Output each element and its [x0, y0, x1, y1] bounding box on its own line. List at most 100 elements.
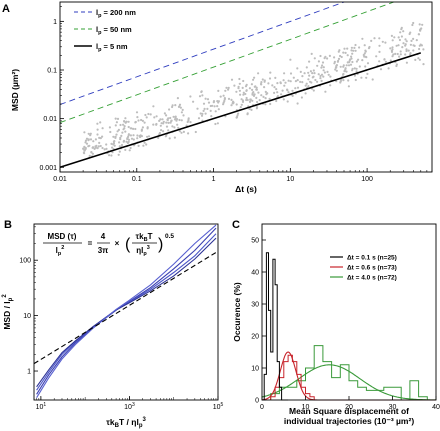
panel-a-x-ticks: 0.01 0.1 1 10 100 [53, 168, 433, 183]
data-point [289, 72, 293, 75]
data-point [355, 67, 358, 70]
data-point [197, 117, 201, 120]
data-point [273, 91, 276, 94]
series-line-2 [59, 52, 422, 169]
data-point [312, 89, 315, 92]
data-point [378, 50, 381, 54]
data-point [267, 82, 270, 85]
y-tick-label: 100 [19, 258, 31, 265]
data-point [381, 40, 384, 43]
data-point [304, 92, 307, 95]
data-point [99, 137, 102, 140]
data-point [118, 150, 121, 153]
data-point [144, 113, 147, 117]
data-point [155, 115, 158, 118]
data-point [398, 38, 401, 42]
y-tick-label: 10 [23, 313, 31, 320]
data-point [339, 65, 342, 68]
legend-label-rest: = 200 nm [101, 8, 136, 17]
data-point [334, 68, 337, 71]
y-tick-label: 20 [251, 334, 259, 341]
data-point [125, 140, 128, 143]
data-point [206, 98, 210, 101]
panel-a-data-cloud [82, 21, 425, 159]
data-point [275, 99, 278, 103]
data-point [182, 114, 185, 117]
data-point [353, 67, 356, 70]
msd-curve-3 [36, 224, 217, 398]
data-point [324, 55, 327, 58]
data-point [268, 77, 272, 80]
data-point [146, 135, 149, 138]
panel-b-y-ticks: 1 10 100 [19, 226, 38, 376]
panel-c-legend: Δt = 0.1 s (n=25) Δt = 0.6 s (n=73) Δt = 4… [330, 255, 397, 282]
data-point [326, 70, 329, 73]
data-point [87, 139, 90, 142]
data-point [200, 114, 204, 117]
data-point [237, 87, 240, 90]
data-point [224, 89, 227, 92]
data-point [405, 40, 408, 43]
data-point [126, 137, 129, 141]
data-point [391, 46, 394, 49]
data-point [217, 89, 220, 92]
data-point [88, 154, 91, 157]
formula-inner-denominator: ηlp3 [136, 245, 150, 257]
data-point [204, 112, 207, 115]
data-point [296, 67, 299, 70]
data-point [245, 83, 248, 86]
panel-b-y-label: MSD / lp2 [2, 294, 14, 330]
data-point [217, 100, 220, 103]
data-point [354, 49, 357, 52]
data-point [145, 143, 148, 146]
data-point [351, 67, 354, 70]
data-point [84, 146, 87, 149]
data-point [92, 140, 95, 143]
msd-curve-0 [36, 227, 217, 395]
data-point [363, 44, 366, 47]
x-tick-label: 10 [302, 404, 310, 411]
data-point [310, 52, 313, 56]
data-point [105, 147, 108, 150]
data-point [353, 74, 356, 77]
data-point [397, 36, 400, 39]
data-point [115, 133, 118, 136]
data-point [339, 54, 342, 58]
data-point [404, 38, 407, 41]
data-point [255, 106, 259, 109]
data-point [405, 61, 408, 64]
data-point [296, 102, 299, 105]
data-point [252, 91, 255, 94]
y-tick-label: 0 [255, 398, 259, 405]
data-point [97, 145, 100, 148]
data-point [375, 55, 378, 58]
data-point [412, 21, 415, 25]
data-point [337, 57, 341, 61]
panel-c-letter: C [232, 219, 240, 231]
legend-label-sub: p [98, 13, 102, 19]
data-point [140, 128, 143, 131]
data-point [85, 142, 89, 145]
data-point [207, 101, 211, 104]
data-point [395, 44, 398, 47]
data-point [418, 23, 421, 26]
data-point [223, 99, 226, 103]
data-point [292, 76, 295, 79]
data-point [242, 79, 245, 83]
data-point [346, 54, 349, 57]
data-point [409, 52, 412, 55]
data-point [88, 144, 91, 147]
data-point [142, 144, 145, 147]
formula-frac-denominator: 3π [98, 246, 109, 255]
legend-label: lp = 200 nm [96, 8, 136, 19]
data-point [401, 46, 404, 49]
data-point [175, 118, 179, 121]
data-point [134, 121, 137, 124]
data-point [227, 86, 230, 89]
legend-label: Δt = 0.6 s (n=73) [347, 265, 397, 272]
data-point [390, 34, 393, 38]
data-point [367, 47, 371, 50]
data-point [204, 97, 207, 100]
data-point [140, 135, 143, 138]
